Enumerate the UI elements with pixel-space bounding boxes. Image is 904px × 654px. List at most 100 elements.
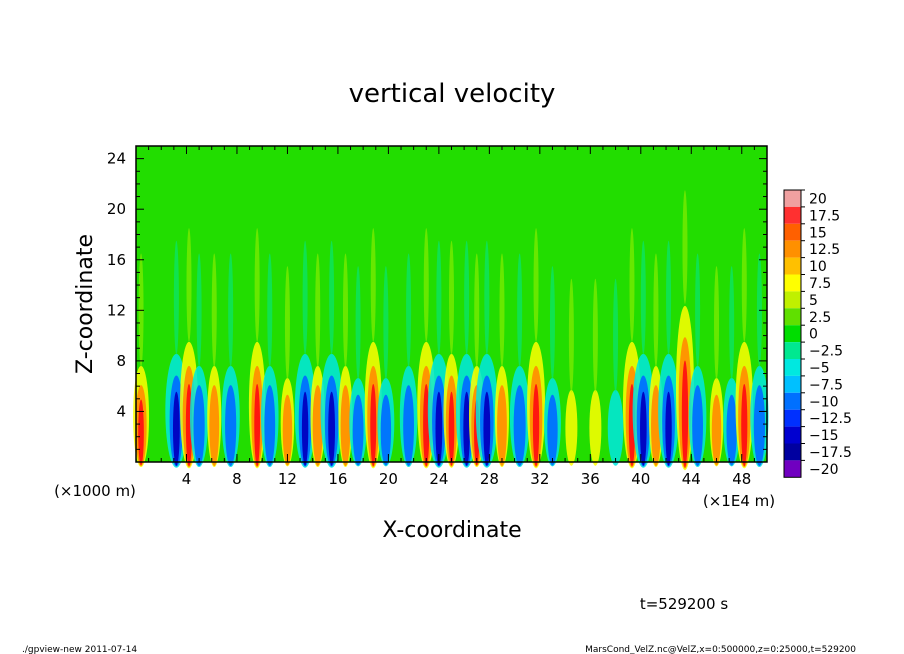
heatmap-streak	[264, 385, 276, 467]
heatmap-feature	[589, 278, 602, 466]
heatmap-plume	[517, 253, 523, 368]
heatmap-plume	[741, 228, 747, 342]
colorbar-swatch	[784, 426, 801, 444]
colorbar-swatch	[784, 392, 801, 410]
heatmap-feature	[723, 266, 741, 467]
heatmap-streak	[380, 394, 392, 466]
heatmap-streak	[225, 385, 237, 467]
heatmap-plume	[267, 253, 273, 368]
heatmap-plume	[383, 266, 389, 380]
footer-left: ./gpview-new 2011-07-14	[22, 645, 137, 654]
x-tick-label: 40	[631, 470, 650, 488]
heatmap-streak	[301, 391, 309, 466]
heatmap-feature	[509, 253, 530, 468]
heatmap-feature	[494, 253, 509, 468]
heatmap-plume	[666, 240, 672, 355]
heatmap-streak	[607, 389, 624, 466]
heatmap-plume	[714, 266, 720, 380]
heatmap-streak	[423, 383, 430, 467]
heatmap-streak	[692, 385, 703, 467]
x-axis: 4 8 12 16 20 24 28 32 36 40 44 48	[135, 146, 768, 488]
heatmap-feature	[190, 253, 209, 468]
colorbar-swatch	[784, 190, 801, 207]
heatmap-plume	[568, 278, 574, 393]
colorbar-label: 7.5	[809, 276, 831, 292]
heatmap-plume	[436, 240, 442, 355]
heatmap-plume	[284, 266, 290, 380]
heatmap-feature	[349, 266, 367, 467]
heatmap-feature	[427, 240, 450, 468]
heatmap-plume	[254, 228, 260, 342]
heatmap-feature	[310, 253, 325, 468]
heatmap-streak	[282, 394, 293, 466]
heatmap-feature	[364, 228, 382, 469]
heatmap-streak	[711, 394, 722, 466]
x-tick-label: 12	[278, 470, 297, 488]
heatmap-feature	[443, 240, 460, 468]
heatmap-plume	[695, 253, 701, 368]
heatmap-plume	[629, 228, 635, 342]
heatmap-streak	[589, 389, 602, 466]
colorbar-label: 20	[809, 191, 827, 207]
x-tick-label: 24	[429, 470, 448, 488]
heatmap-plume	[592, 278, 598, 393]
heatmap-feature	[280, 266, 295, 467]
heatmap-feature	[675, 190, 694, 471]
x-axis-label: X-coordinate	[382, 518, 521, 543]
heatmap-feature	[527, 228, 546, 469]
heatmap-plume	[682, 190, 688, 304]
heatmap-streak	[497, 385, 507, 467]
y-tick-label: 8	[116, 352, 126, 370]
heatmap-plume	[640, 240, 646, 355]
heatmap-feature	[260, 253, 279, 468]
colorbar-swatch	[784, 223, 801, 241]
heatmap-feature	[221, 253, 240, 468]
heatmap-feature	[709, 266, 724, 467]
heatmap-feature	[607, 278, 624, 466]
colorbar-label: 15	[809, 225, 827, 241]
colorbar-swatch	[784, 325, 801, 343]
heatmap-feature	[544, 266, 561, 467]
colorbar-label: −17.5	[809, 445, 852, 461]
heatmap-plume	[211, 253, 217, 368]
heatmap-streak	[513, 385, 526, 467]
heatmap-feature	[294, 240, 316, 468]
y-tick-label: 24	[107, 150, 126, 168]
heatmap-streak	[463, 391, 470, 466]
heatmap-plume	[449, 240, 454, 355]
heatmap-feature	[735, 228, 754, 469]
colorbar-label: 5	[809, 293, 818, 309]
heatmap-feature	[133, 253, 150, 468]
heatmap-plume	[613, 278, 619, 393]
heatmap-streak	[172, 391, 180, 466]
heatmap-streak	[193, 385, 205, 467]
x-tick-label: 36	[581, 470, 600, 488]
heatmap-plume	[406, 253, 412, 368]
heatmap-streak	[403, 385, 414, 467]
colorbar-frame	[783, 189, 802, 478]
x-tick-label: 28	[480, 470, 499, 488]
heatmap-streak	[328, 391, 336, 466]
heatmap-streak	[138, 399, 144, 466]
x-tick-label: 16	[328, 470, 347, 488]
x-tick-label: 4	[182, 470, 192, 488]
heatmap-plume	[474, 253, 480, 368]
heatmap-plume	[499, 253, 505, 368]
heatmap-plume	[549, 266, 555, 380]
colorbar-label: 2.5	[809, 310, 831, 326]
heatmap-streak	[435, 391, 443, 466]
heatmap-feature	[658, 240, 679, 468]
heatmap-feature	[320, 240, 343, 468]
heatmap-streak	[547, 394, 558, 466]
colorbar-label: −2.5	[809, 344, 843, 360]
heatmap-streak	[312, 385, 323, 467]
colorbar: 2017.51512.5107.552.50−2.5−5−7.5−10−12.5…	[783, 189, 852, 478]
heatmap-plume	[423, 228, 429, 342]
x-tick-label: 32	[530, 470, 549, 488]
heatmap-feature	[248, 228, 266, 469]
colorbar-swatch	[784, 291, 801, 309]
y-tick-label: 20	[107, 200, 126, 218]
colorbar-swatch	[784, 375, 801, 393]
colorbar-label: −7.5	[809, 377, 843, 393]
